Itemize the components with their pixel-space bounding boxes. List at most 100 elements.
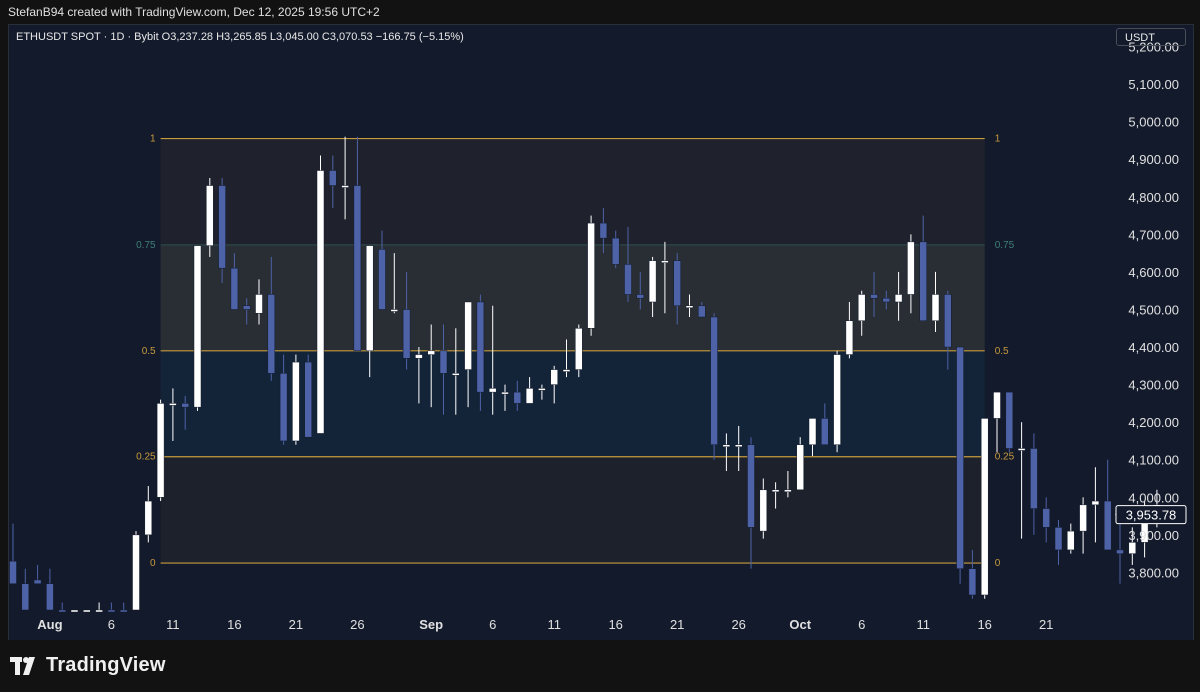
candle-body xyxy=(993,391,1001,419)
candle-body xyxy=(181,403,189,408)
candle-body xyxy=(415,354,423,359)
fib-retracement[interactable]: 1 1 0.75 0.75 0.5 0.5 0.25 0.25 0 0 xyxy=(136,134,1014,569)
fib-label-right-0: 0 xyxy=(995,558,1001,569)
date-tick-label: 21 xyxy=(289,617,303,632)
candle-body xyxy=(304,361,312,438)
candle-body xyxy=(870,294,878,299)
candle-body xyxy=(771,489,780,493)
fib-label-left-0-75: 0.75 xyxy=(136,240,156,251)
fib-label-right-0-75: 0.75 xyxy=(995,240,1015,251)
fib-label-left-0: 0 xyxy=(150,558,156,569)
candle-body xyxy=(575,328,583,370)
date-tick-label: 26 xyxy=(350,617,364,632)
candle-body xyxy=(341,185,349,188)
candle-body xyxy=(95,609,103,613)
date-tick-label: 11 xyxy=(166,617,180,632)
candle-body xyxy=(968,568,977,596)
candle-body xyxy=(525,388,534,404)
candle-body xyxy=(919,241,927,322)
fib-label-left-0-25: 0.25 xyxy=(136,452,156,463)
candle-body xyxy=(279,373,288,442)
candle-body xyxy=(1128,542,1137,554)
candle-body xyxy=(439,350,448,374)
candle-body xyxy=(673,260,681,306)
candle-body xyxy=(882,297,891,303)
candle-body xyxy=(501,391,509,395)
fib-label-left-1: 1 xyxy=(150,134,156,145)
candle-body xyxy=(611,237,620,265)
candle-body xyxy=(156,403,165,498)
price-tick-label: 3,900.00 xyxy=(1128,528,1179,543)
candle-body xyxy=(907,241,915,295)
candle-body xyxy=(292,361,300,442)
candle-body xyxy=(193,245,202,408)
candle-body xyxy=(242,305,251,310)
fib-zone-0 xyxy=(160,138,985,245)
candle-body xyxy=(808,418,817,445)
time-axis[interactable]: Aug 6 11 16 21 26 Sep 6 11 16 21 26 Oct 6 11 16 21 xyxy=(37,617,1053,632)
candle-body xyxy=(107,609,116,613)
candle-body xyxy=(464,301,472,370)
candle-body xyxy=(513,391,522,404)
candle-body xyxy=(562,369,571,372)
candle-body xyxy=(316,170,325,434)
price-tick-label: 4,700.00 xyxy=(1128,227,1179,242)
candle-body xyxy=(599,222,608,239)
candle-body xyxy=(390,309,399,312)
price-tick-label: 4,600.00 xyxy=(1128,265,1179,280)
candle-body xyxy=(550,369,558,385)
candle-body xyxy=(857,294,866,322)
candle-body xyxy=(218,185,226,269)
date-tick-label: 6 xyxy=(108,617,115,632)
candles xyxy=(9,136,1161,613)
candle-body xyxy=(698,305,706,318)
price-tick-label: 4,300.00 xyxy=(1128,378,1179,393)
candle-body xyxy=(488,388,497,393)
fib-label-right-1: 1 xyxy=(995,134,1001,145)
date-tick-label: Oct xyxy=(789,617,811,632)
candle-body xyxy=(747,444,755,528)
candle-body xyxy=(1030,448,1038,509)
price-tick-label: 3,800.00 xyxy=(1128,565,1179,580)
tradingview-logo-icon xyxy=(10,656,35,675)
candle-body xyxy=(119,609,128,613)
tradingview-logo[interactable]: TradingView xyxy=(10,654,166,677)
brand-name: TradingView xyxy=(46,654,166,676)
candle-body xyxy=(267,294,276,374)
candle-body xyxy=(1067,530,1075,551)
candle-body xyxy=(821,418,829,445)
symbol-legend: ETHUSDT SPOT · 1D · Bybit O3,237.28 H3,2… xyxy=(16,31,464,43)
date-tick-label: 26 xyxy=(731,617,745,632)
candle-body xyxy=(9,560,17,584)
candle-body xyxy=(365,245,374,352)
price-tick-label: 4,800.00 xyxy=(1128,190,1179,205)
price-tick-label: 4,900.00 xyxy=(1128,152,1179,167)
candle-body xyxy=(894,294,903,303)
candle-body xyxy=(476,301,485,393)
date-tick-label: 16 xyxy=(227,617,241,632)
date-tick-label: 11 xyxy=(916,617,930,632)
candle-body xyxy=(132,534,140,611)
candle-body xyxy=(70,609,79,613)
candle-body xyxy=(144,500,153,536)
candle-body xyxy=(83,609,91,613)
date-tick-label: 21 xyxy=(670,617,684,632)
candle-body xyxy=(722,444,731,447)
candle-body xyxy=(710,316,718,445)
header: StefanB94 created with TradingView.com, … xyxy=(0,0,1200,24)
candle-body xyxy=(1079,504,1087,532)
candle-body xyxy=(21,583,30,611)
candle-body xyxy=(944,294,952,348)
candle-body xyxy=(931,294,940,322)
price-axis[interactable]: 5,200.00 5,100.00 5,000.00 4,900.00 4,800.00… xyxy=(1128,40,1179,581)
candle-body xyxy=(1054,527,1063,551)
fib-label-right-0-25: 0.25 xyxy=(995,452,1015,463)
date-tick-label: 16 xyxy=(977,617,991,632)
candle-body xyxy=(661,260,669,263)
candle-body xyxy=(427,350,435,355)
date-tick-label: Sep xyxy=(419,617,443,632)
currency-button[interactable]: USDT xyxy=(1116,28,1186,46)
candle-body xyxy=(58,609,66,613)
fib-label-right-0-5: 0.5 xyxy=(995,346,1009,357)
